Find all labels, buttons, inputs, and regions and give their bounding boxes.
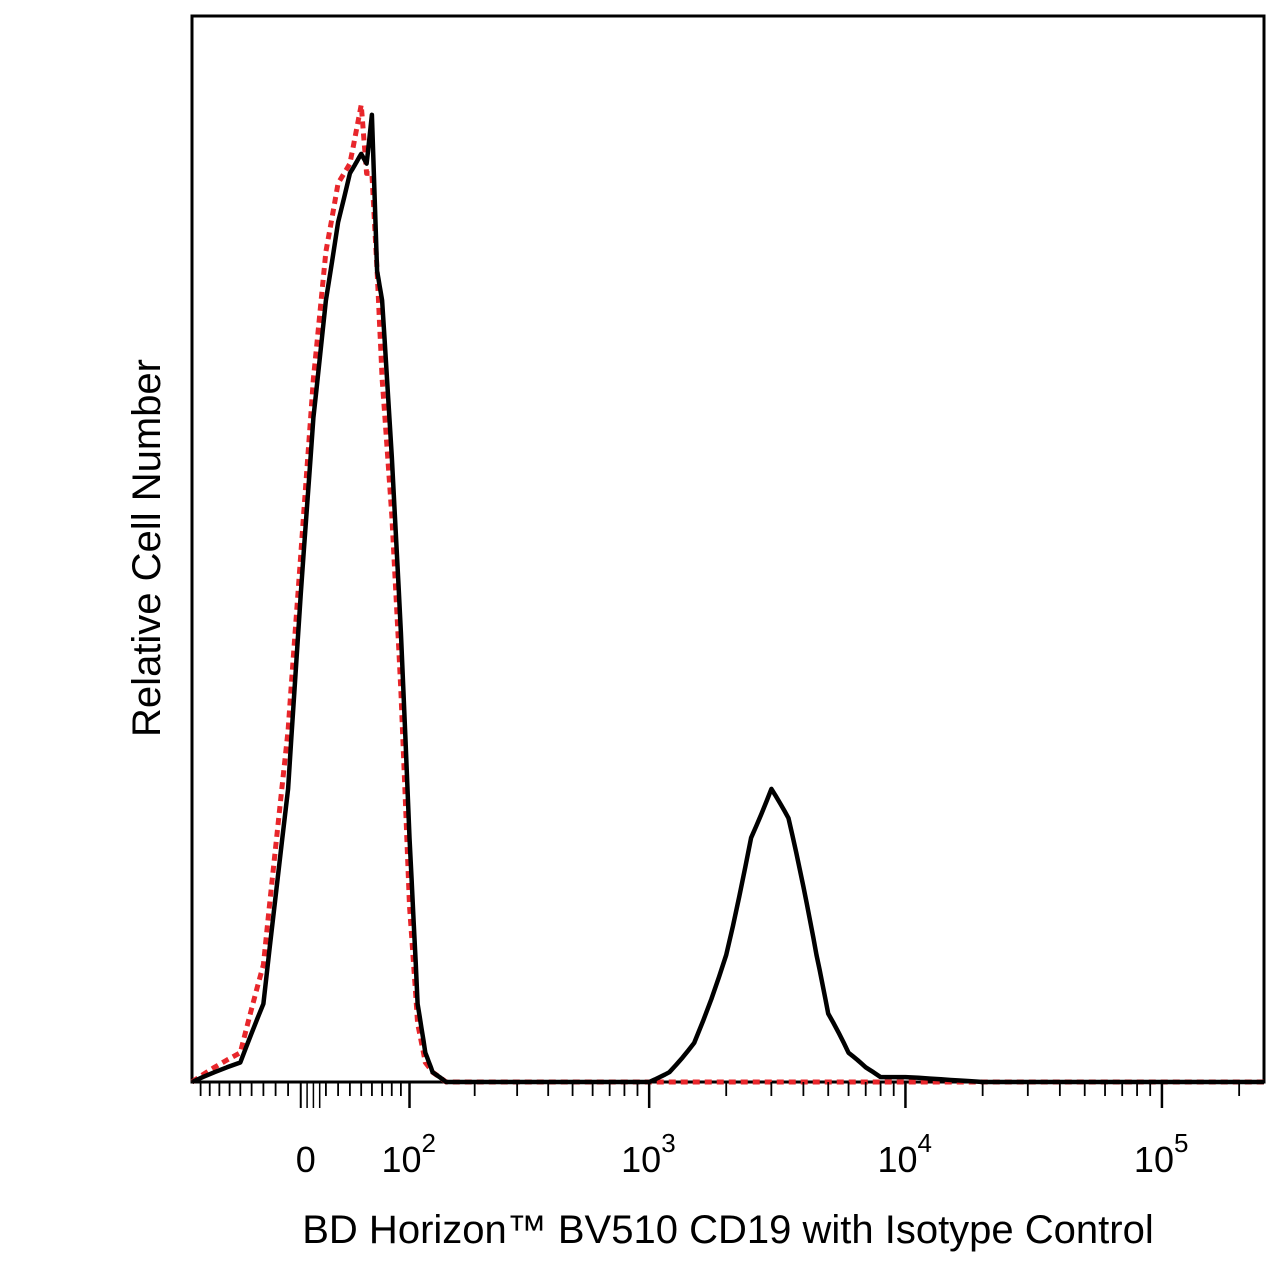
y-axis-title: Relative Cell Number <box>125 359 169 737</box>
x-tick-labels: 0 102 103 104 105 <box>296 1128 1189 1180</box>
x-tick-label: 102 <box>382 1128 437 1180</box>
x-tick-label: 0 <box>296 1139 316 1180</box>
x-axis-title: BD Horizon™ BV510 CD19 with Isotype Cont… <box>302 1208 1153 1252</box>
x-tick-label: 103 <box>621 1128 676 1180</box>
plot-frame <box>190 14 1266 1084</box>
x-tick-label: 105 <box>1134 1128 1189 1180</box>
x-axis <box>199 1082 1241 1108</box>
x-tick-label: 104 <box>877 1128 932 1180</box>
